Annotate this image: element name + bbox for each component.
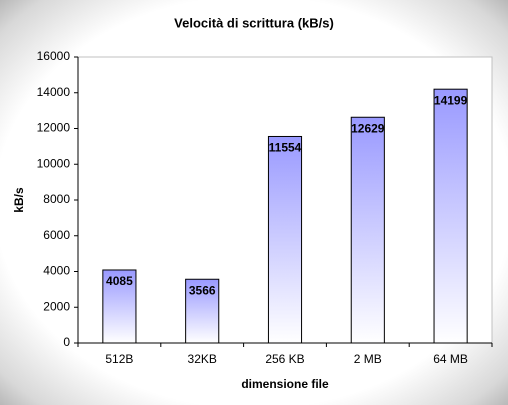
y-tick-label: 6000 (43, 228, 70, 242)
y-tick-label: 4000 (43, 264, 70, 278)
x-tick-label: 256 KB (265, 352, 304, 366)
data-label: 11554 (269, 141, 302, 155)
x-tick-label: 2 MB (354, 352, 382, 366)
y-tick-label: 10000 (37, 156, 71, 170)
chart-title: Velocità di scrittura (kB/s) (174, 15, 334, 30)
bar (350, 116, 385, 344)
y-axis-label: kB/s (12, 187, 26, 213)
x-tick-label: 512B (105, 352, 133, 366)
data-label: 3566 (189, 283, 216, 297)
x-axis-label: dimensione file (241, 377, 329, 391)
x-tick-label: 64 MB (433, 352, 468, 366)
y-tick-label: 2000 (43, 299, 70, 313)
bar (102, 269, 137, 344)
data-label: 4085 (106, 274, 133, 288)
y-tick-label: 8000 (43, 192, 70, 206)
x-tick-label: 32KB (188, 352, 217, 366)
y-tick-label: 12000 (37, 121, 71, 135)
data-label: 14199 (434, 93, 468, 107)
bar (185, 278, 220, 344)
y-tick-label: 16000 (37, 49, 71, 63)
y-tick-label: 14000 (37, 85, 71, 99)
y-tick-label: 0 (63, 335, 70, 349)
bar (433, 88, 468, 344)
bar (267, 135, 303, 344)
data-label: 12629 (351, 121, 385, 135)
